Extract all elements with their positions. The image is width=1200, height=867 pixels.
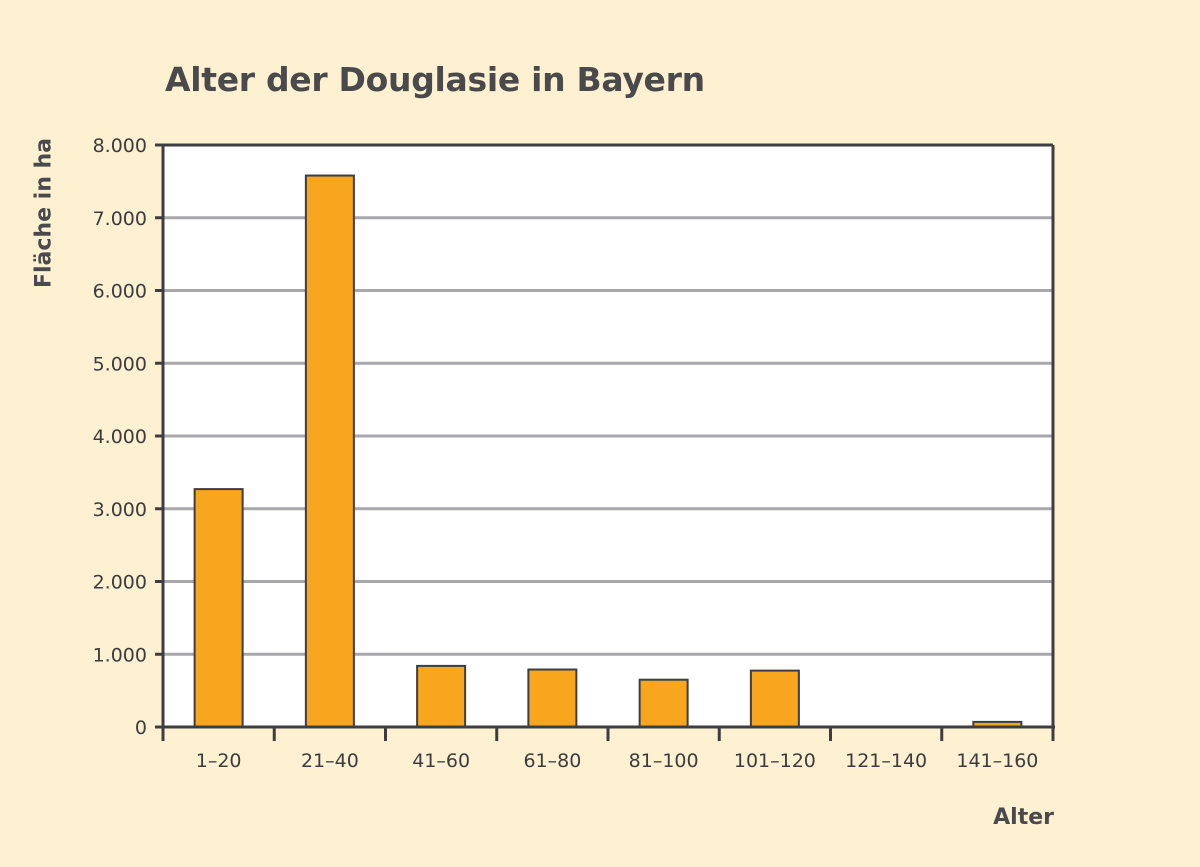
y-tick-label: 4.000 — [93, 426, 147, 448]
y-tick-label: 6.000 — [93, 281, 147, 303]
bar-81–100 — [638, 678, 689, 729]
x-tick-label: 21–40 — [301, 750, 359, 772]
x-tick-label: 41–60 — [412, 750, 470, 772]
x-tick-label: 61–80 — [523, 750, 581, 772]
x-tick-label: 121–140 — [845, 750, 927, 772]
bar-21–40 — [304, 174, 355, 728]
y-tick-label: 3.000 — [93, 499, 147, 521]
x-axis-label: Alter — [993, 805, 1054, 830]
bar-41–60 — [416, 664, 467, 729]
x-tick-label: 81–100 — [629, 750, 699, 772]
x-tick-label: 1–20 — [196, 750, 242, 772]
bar-101–120 — [749, 669, 800, 729]
y-tick-label: 1.000 — [93, 644, 147, 666]
chart-title: Alter der Douglasie in Bayern — [165, 60, 705, 99]
y-tick-label: 7.000 — [93, 208, 147, 230]
x-tick-label: 101–120 — [734, 750, 816, 772]
bar-61–80 — [527, 668, 578, 729]
y-tick-label: 2.000 — [93, 572, 147, 594]
y-tick-label: 0 — [135, 717, 147, 739]
bar-1–20 — [193, 488, 244, 729]
y-tick-label: 5.000 — [93, 353, 147, 375]
y-tick-label: 8.000 — [93, 135, 147, 157]
x-tick-label: 141–160 — [956, 750, 1038, 772]
